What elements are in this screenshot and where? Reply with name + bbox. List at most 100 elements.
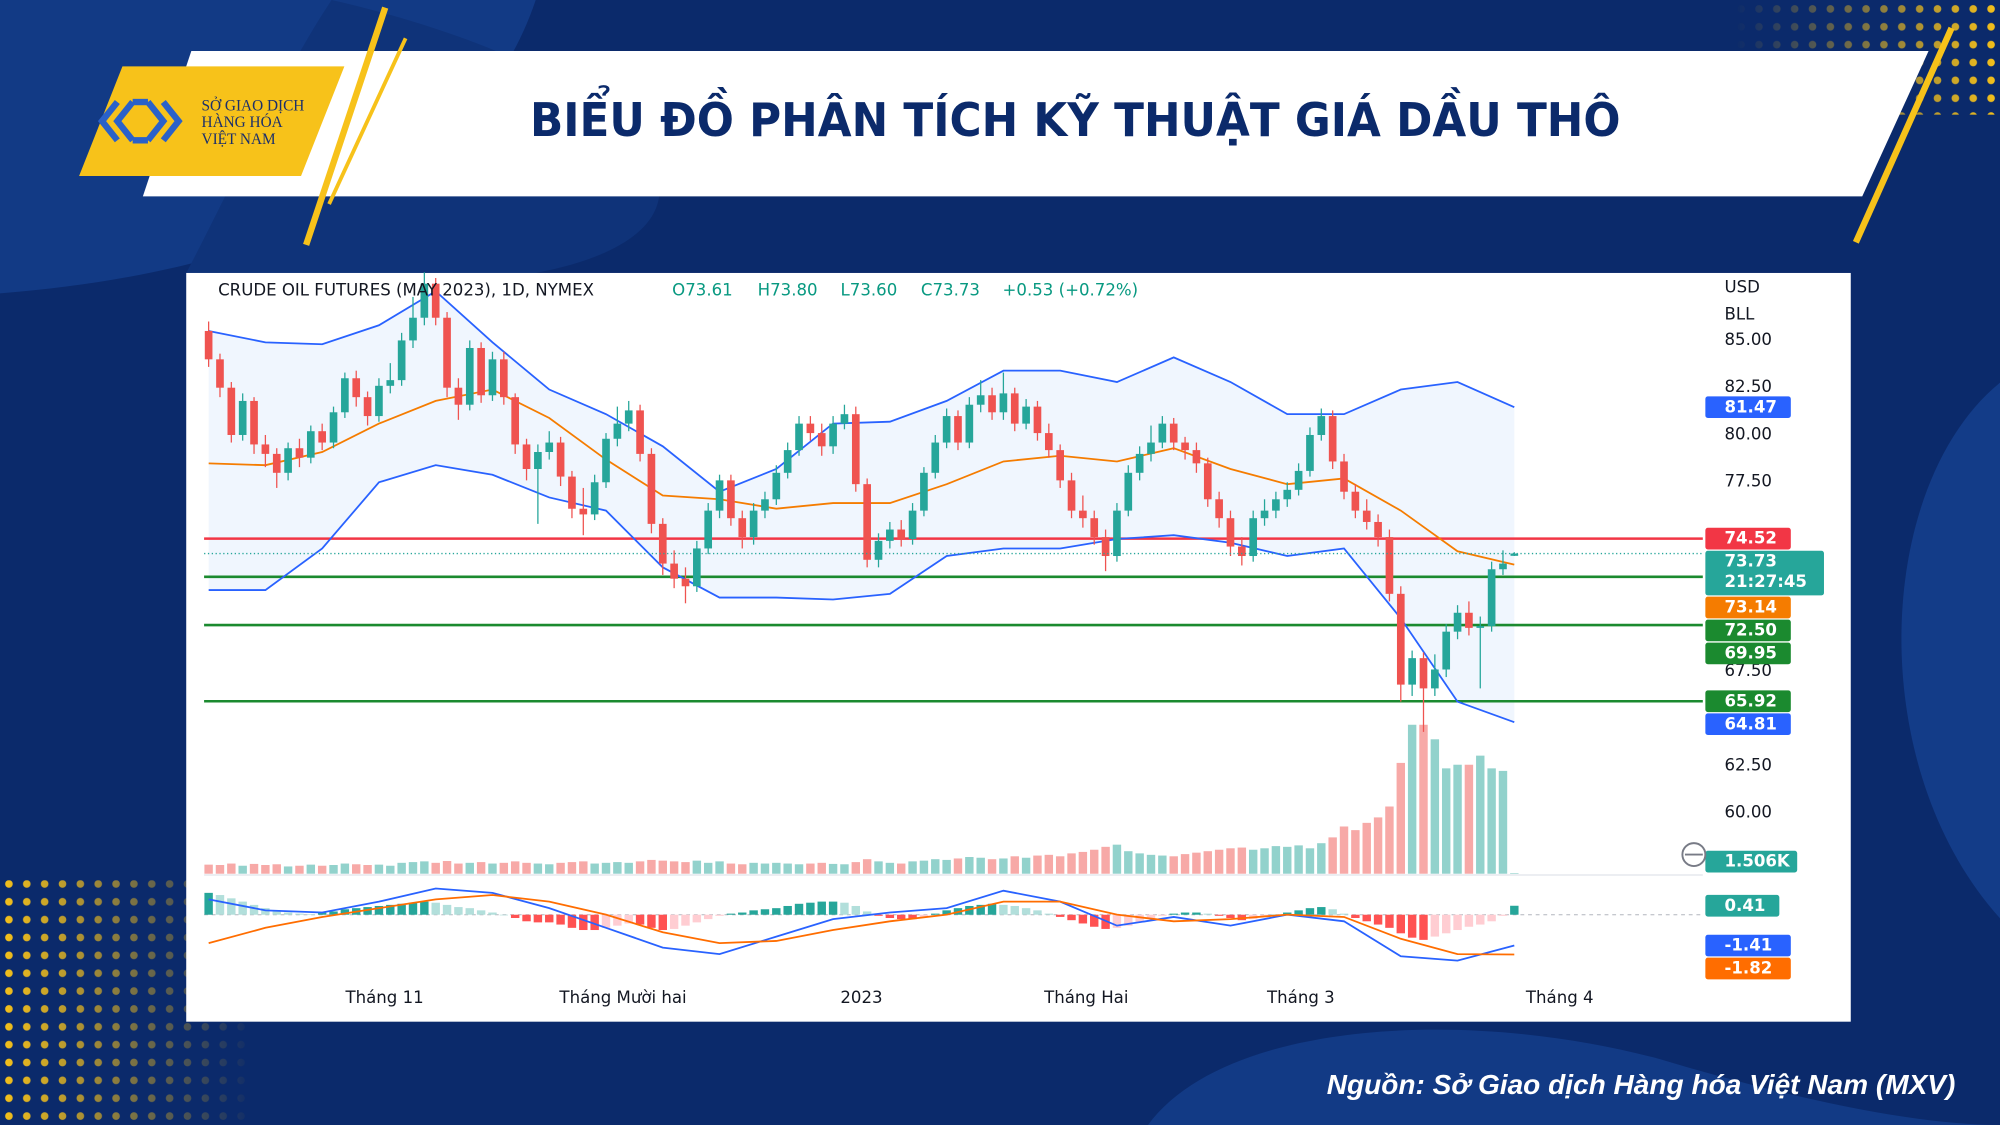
macd-histogram (703, 914, 713, 920)
candle-body (817, 433, 826, 447)
macd-histogram (261, 908, 270, 915)
macd-histogram (1033, 910, 1042, 915)
candle-body (1113, 510, 1121, 557)
candle-body (942, 416, 951, 443)
candle-body (1067, 480, 1076, 511)
macd-histogram (601, 914, 611, 928)
macd-histogram (295, 913, 304, 915)
price-badge-label: 73.14 (1724, 598, 1776, 617)
macd-histogram (545, 914, 554, 923)
macd-histogram (522, 914, 531, 922)
macd-histogram (590, 914, 599, 931)
macd-histogram (794, 903, 804, 915)
candle-body (568, 476, 576, 509)
macd-histogram (658, 914, 667, 931)
macd-histogram (987, 903, 997, 915)
candle-body (851, 414, 860, 485)
candle-body (545, 442, 554, 453)
macd-histogram (1078, 914, 1088, 924)
candle-body (1419, 658, 1428, 689)
candle-body (749, 510, 758, 538)
macd-histogram (1146, 914, 1156, 920)
macd-histogram (363, 907, 372, 915)
candle-body (1215, 499, 1223, 519)
volume-bar (669, 861, 679, 874)
macd-histogram (1419, 914, 1428, 940)
volume-bar (999, 858, 1008, 874)
price-badge (1705, 934, 1791, 957)
candle-body (1487, 569, 1496, 626)
candle-body (636, 410, 644, 454)
volume-bar (1419, 724, 1428, 874)
y-tick-label: 85.00 (1724, 330, 1771, 349)
volume-bar (726, 863, 736, 874)
macd-histogram (1294, 910, 1303, 915)
candle-body (1033, 406, 1042, 434)
volume-bar (1464, 764, 1474, 874)
bollinger-lower (208, 464, 1515, 724)
volume-bar (1135, 853, 1144, 874)
macd-histogram (613, 914, 622, 926)
candle-body (1101, 537, 1110, 557)
candle-body (795, 423, 803, 451)
candle-body (1238, 546, 1246, 557)
candle-body (1465, 612, 1473, 628)
volume-bar (1260, 848, 1269, 874)
x-tick-label: 2023 (840, 988, 882, 1007)
volume-bar (204, 864, 213, 874)
candle-body (1272, 499, 1280, 511)
price-badge (1705, 527, 1791, 550)
candle-body (897, 529, 906, 539)
candle-body (658, 523, 667, 564)
volume-bar (1385, 806, 1394, 874)
volume-bar (579, 861, 588, 874)
candle-body (863, 484, 871, 560)
macd-histogram (420, 901, 429, 915)
volume-bar (283, 866, 293, 874)
macd-histogram (1339, 913, 1349, 915)
volume-bar (635, 861, 645, 874)
volume-bar (1112, 844, 1122, 874)
volume-bar (476, 862, 486, 874)
candle-body (1203, 463, 1212, 500)
volume-bar (386, 865, 395, 874)
candle-body (1135, 453, 1144, 473)
macd-histogram (908, 914, 917, 920)
candle-body (647, 453, 656, 524)
candle-body (216, 359, 224, 388)
bg-blob (1901, 382, 2000, 919)
eye-icon (1681, 842, 1707, 868)
price-badge (1705, 713, 1791, 736)
macd-histogram (1351, 914, 1360, 919)
candle-body (477, 347, 485, 396)
legend-close: C73.73 (921, 280, 980, 299)
volume-bar (760, 863, 770, 874)
volume-bar (465, 862, 474, 874)
volume-bar (1271, 846, 1281, 874)
volume-bar (840, 864, 849, 874)
macd-histogram (408, 902, 418, 915)
volume-bar (942, 859, 951, 874)
volume-bar (499, 862, 509, 874)
price-badge-label: 64.81 (1724, 714, 1776, 733)
candle-body (829, 423, 837, 447)
macd-histogram (1317, 907, 1326, 915)
macd-histogram (669, 914, 679, 929)
macd-histogram (760, 909, 770, 915)
macd-histogram (1021, 908, 1031, 915)
candle-body (1158, 423, 1167, 443)
volume-bar (510, 861, 520, 874)
volume-bar (1373, 817, 1383, 874)
macd-histogram (227, 898, 236, 915)
candle-body (1351, 491, 1360, 511)
candle-body (1510, 553, 1519, 556)
volume-bar (851, 862, 861, 874)
volume-bar (567, 862, 577, 874)
volume-bar (1237, 847, 1247, 874)
macd-histogram (931, 913, 940, 915)
band-fill (208, 291, 1515, 723)
macd-histogram (1283, 912, 1292, 915)
volume-bar (1510, 873, 1519, 874)
